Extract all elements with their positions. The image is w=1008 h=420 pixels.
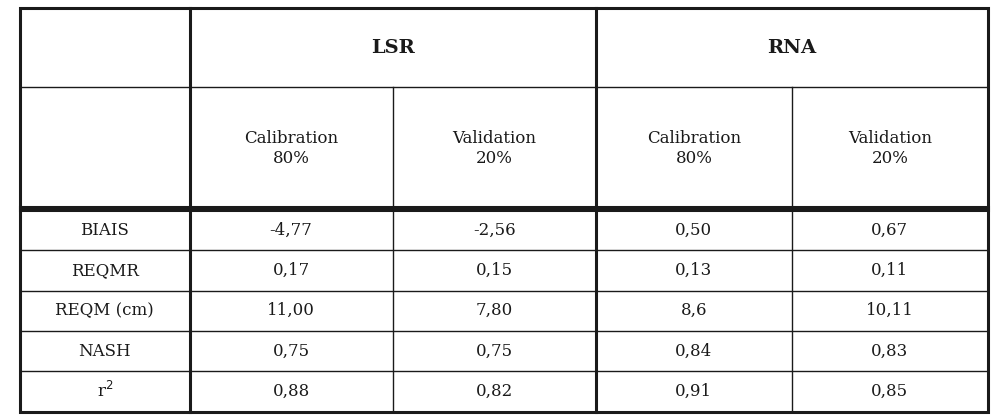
Text: 0,67: 0,67 (871, 222, 908, 239)
Text: Validation
20%: Validation 20% (453, 129, 536, 168)
Text: 0,84: 0,84 (675, 343, 713, 360)
Text: 0,82: 0,82 (476, 383, 513, 400)
Text: 0,17: 0,17 (272, 262, 309, 279)
Text: RNA: RNA (767, 39, 816, 57)
Text: 0,50: 0,50 (675, 222, 713, 239)
Text: Calibration
80%: Calibration 80% (244, 129, 338, 168)
Text: -2,56: -2,56 (473, 222, 516, 239)
Text: -4,77: -4,77 (270, 222, 312, 239)
Text: 0,15: 0,15 (476, 262, 513, 279)
Text: 0,13: 0,13 (675, 262, 713, 279)
Text: Validation
20%: Validation 20% (848, 129, 931, 168)
Text: 8,6: 8,6 (680, 302, 708, 319)
Text: r$^{2}$: r$^{2}$ (97, 381, 113, 402)
Text: 10,11: 10,11 (866, 302, 914, 319)
Text: 0,85: 0,85 (871, 383, 908, 400)
Text: BIAIS: BIAIS (81, 222, 129, 239)
Text: 0,83: 0,83 (871, 343, 908, 360)
Text: REQMR: REQMR (71, 262, 139, 279)
Text: 0,75: 0,75 (476, 343, 513, 360)
Text: 7,80: 7,80 (476, 302, 513, 319)
Text: Calibration
80%: Calibration 80% (647, 129, 741, 168)
Text: 0,75: 0,75 (272, 343, 309, 360)
Text: 0,11: 0,11 (871, 262, 908, 279)
Text: 0,91: 0,91 (675, 383, 713, 400)
Text: NASH: NASH (79, 343, 131, 360)
Text: REQM (cm): REQM (cm) (55, 302, 154, 319)
Text: 0,88: 0,88 (272, 383, 309, 400)
Text: LSR: LSR (371, 39, 414, 57)
Text: 11,00: 11,00 (267, 302, 316, 319)
